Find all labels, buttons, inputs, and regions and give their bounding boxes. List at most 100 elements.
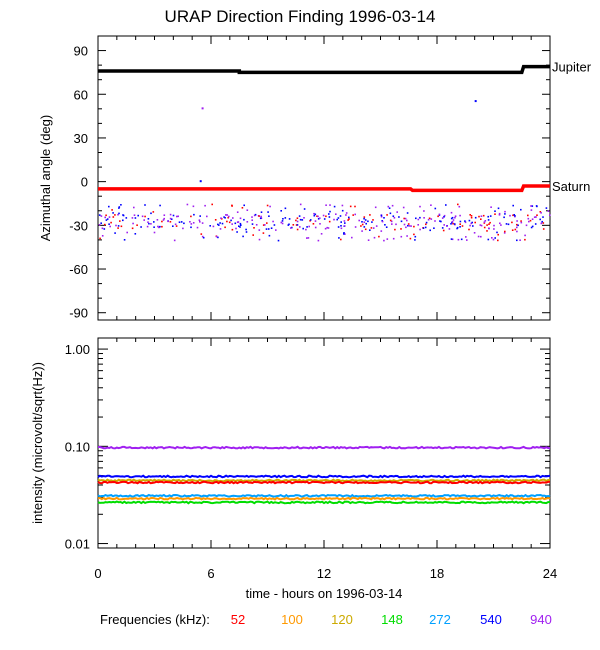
azimuth-point bbox=[470, 216, 473, 219]
azimuth-point bbox=[525, 224, 528, 227]
azimuth-point bbox=[443, 216, 445, 218]
azimuth-point bbox=[392, 237, 395, 240]
azimuth-point bbox=[343, 225, 346, 227]
azimuth-point bbox=[354, 205, 356, 208]
azimuth-point bbox=[441, 227, 444, 229]
azimuth-point bbox=[461, 225, 464, 227]
azimuth-point bbox=[364, 219, 367, 221]
time-xtick-label: 6 bbox=[207, 566, 214, 581]
azimuth-point bbox=[230, 219, 232, 222]
time-xtick-label: 18 bbox=[430, 566, 444, 581]
azimuth-point bbox=[457, 238, 460, 241]
azimuth-point bbox=[268, 234, 271, 237]
azimuth-point bbox=[161, 220, 163, 223]
azimuth-panel: 90 60 30 0 -30 -60 -90 Jupiter Saturn Azimuthal… bbox=[38, 35, 592, 321]
azimuth-point bbox=[190, 226, 192, 229]
azimuth-point bbox=[470, 215, 473, 217]
azimuth-point bbox=[441, 217, 444, 219]
azimuth-point bbox=[384, 224, 386, 226]
azimuth-point bbox=[336, 218, 338, 221]
azimuth-point bbox=[370, 227, 373, 229]
azimuth-point bbox=[156, 219, 159, 221]
azimuth-point bbox=[452, 222, 454, 225]
azimuth-point bbox=[351, 236, 353, 239]
azimuth-point bbox=[235, 227, 237, 230]
azimuth-point bbox=[480, 224, 483, 227]
azimuth-point bbox=[217, 236, 219, 239]
azimuth-point bbox=[220, 217, 222, 219]
azimuth-point bbox=[242, 235, 244, 238]
azimuth-point bbox=[363, 226, 366, 228]
azimuth-point bbox=[159, 225, 161, 228]
azimuth-point bbox=[415, 217, 417, 220]
azimuth-point bbox=[298, 215, 301, 217]
azimuth-point bbox=[531, 205, 534, 207]
azimuth-outlier-point bbox=[201, 107, 204, 110]
azimuth-point bbox=[419, 216, 421, 219]
azimuth-point bbox=[413, 233, 415, 236]
azimuth-point bbox=[209, 225, 211, 227]
azimuth-point bbox=[344, 222, 346, 224]
azimuth-point bbox=[389, 212, 392, 215]
azimuth-point bbox=[110, 221, 112, 224]
azimuth-point bbox=[450, 211, 453, 214]
azimuth-point bbox=[118, 207, 120, 209]
azimuth-point bbox=[395, 223, 397, 226]
azimuth-point bbox=[536, 214, 538, 216]
azimuth-point bbox=[372, 219, 374, 221]
azimuth-point bbox=[152, 211, 155, 213]
azimuth-point bbox=[391, 204, 394, 207]
azimuth-point bbox=[313, 214, 316, 217]
azimuth-point bbox=[267, 211, 269, 213]
azimuth-point bbox=[486, 224, 488, 226]
azimuth-ytick-label: 0 bbox=[81, 175, 88, 190]
azimuth-point bbox=[488, 223, 490, 225]
azimuth-point bbox=[275, 229, 277, 231]
azimuth-point bbox=[549, 214, 551, 216]
azimuth-point bbox=[469, 214, 471, 216]
azimuth-point bbox=[450, 238, 453, 240]
azimuth-point bbox=[363, 217, 365, 220]
intensity-axes: 1.00 0.10 0.01 0 6 12 18 24 bbox=[65, 338, 557, 581]
azimuth-point bbox=[387, 205, 390, 208]
legend-item-540: 540 bbox=[480, 612, 502, 627]
azimuth-point bbox=[459, 214, 461, 217]
azimuth-point bbox=[516, 226, 518, 229]
azimuth-point bbox=[390, 220, 393, 223]
azimuth-point bbox=[443, 224, 445, 226]
azimuth-point bbox=[400, 235, 403, 238]
azimuth-point bbox=[402, 206, 405, 209]
azimuth-point bbox=[528, 220, 530, 223]
azimuth-point bbox=[125, 217, 128, 219]
azimuth-point bbox=[288, 223, 290, 226]
azimuth-point bbox=[329, 210, 331, 213]
azimuth-point bbox=[490, 206, 492, 208]
azimuth-point bbox=[493, 228, 495, 230]
azimuth-point bbox=[302, 227, 304, 230]
azimuth-point bbox=[317, 215, 319, 218]
azimuth-point bbox=[281, 220, 284, 222]
azimuth-point bbox=[215, 235, 218, 238]
azimuth-point bbox=[480, 215, 483, 217]
azimuth-point bbox=[198, 219, 201, 221]
azimuth-point bbox=[385, 226, 388, 228]
azimuth-point bbox=[190, 223, 193, 225]
azimuth-point bbox=[505, 223, 508, 225]
azimuth-point bbox=[180, 221, 183, 223]
intensity-plot-frame bbox=[97, 337, 551, 549]
azimuth-point bbox=[454, 215, 457, 217]
azimuth-point bbox=[174, 223, 177, 226]
azimuth-point bbox=[268, 215, 270, 217]
azimuth-point bbox=[246, 209, 249, 211]
azimuth-point bbox=[269, 205, 271, 208]
azimuth-point bbox=[163, 217, 165, 220]
azimuth-point bbox=[464, 221, 467, 224]
azimuth-plot-frame bbox=[97, 35, 551, 321]
azimuth-point bbox=[489, 215, 492, 217]
azimuth-point bbox=[403, 217, 405, 220]
azimuth-point bbox=[224, 226, 226, 229]
azimuth-point bbox=[232, 217, 234, 219]
azimuth-point bbox=[243, 204, 245, 207]
azimuth-point bbox=[199, 215, 201, 217]
azimuth-point bbox=[347, 219, 349, 221]
